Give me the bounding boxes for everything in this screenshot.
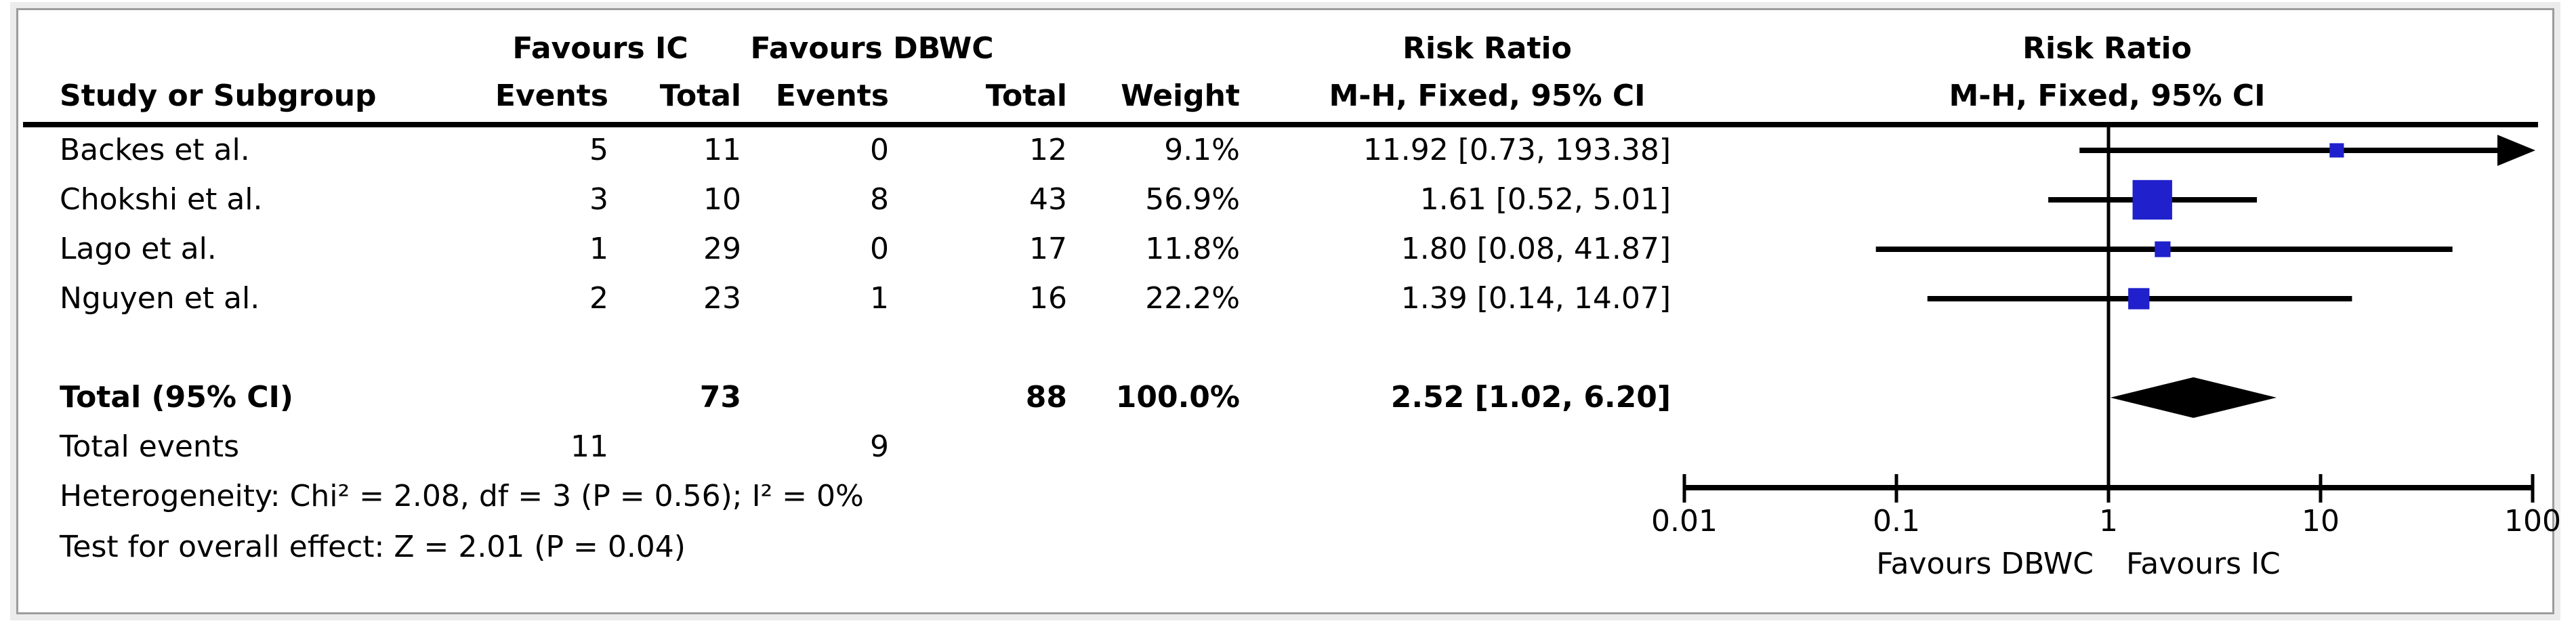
rr-ci-cell: 11.92 [0.73, 193.38]	[1363, 133, 1671, 167]
total-diamond	[2110, 377, 2277, 418]
ic-total-cell: 10	[703, 182, 741, 217]
total-weight-cell: 100.0%	[1115, 380, 1240, 415]
figure-border	[16, 8, 2554, 614]
weight-cell: 9.1%	[1164, 133, 1240, 167]
weight-cell: 56.9%	[1145, 182, 1240, 217]
axis-tick-label: 0.1	[1873, 504, 1920, 538]
method-plot-header: M-H, Fixed, 95% CI	[1949, 79, 2266, 113]
axis-tick-label: 1	[2099, 504, 2118, 538]
dbwc-total-cell: 12	[1029, 133, 1067, 167]
weight-column-header: Weight	[1121, 79, 1240, 113]
study-name: Lago et al.	[60, 232, 217, 266]
study-name: Backes et al.	[60, 133, 250, 167]
axis-tick-label: 10	[2302, 504, 2340, 538]
dbwc-total-cell: 16	[1029, 281, 1067, 316]
effect-square	[2155, 241, 2171, 257]
ic-events-column-header: Events	[495, 79, 608, 113]
rr-ci-cell: 1.61 [0.52, 5.01]	[1419, 182, 1671, 217]
total-ic-total-cell: 73	[699, 380, 741, 415]
favours-left-label: Favours DBWC	[1876, 547, 2094, 581]
group-header-favours-ic: Favours IC	[512, 31, 688, 66]
total-rr-ci-cell: 2.52 [1.02, 6.20]	[1390, 380, 1671, 415]
ic-total-cell: 29	[703, 232, 741, 266]
axis-tick-label: 0.01	[1651, 504, 1718, 538]
dbwc-events-cell: 8	[870, 182, 889, 217]
total-events-ic-cell: 11	[570, 429, 608, 464]
ic-events-cell: 5	[589, 133, 608, 167]
overall-effect-line: Test for overall effect: Z = 2.01 (P = 0…	[60, 530, 686, 564]
weight-cell: 22.2%	[1145, 281, 1240, 316]
dbwc-total-cell: 17	[1029, 232, 1067, 266]
arrow-right-icon	[2497, 135, 2535, 166]
effect-square	[2132, 179, 2172, 220]
study-column-header: Study or Subgroup	[60, 79, 377, 113]
total-label: Total (95% CI)	[60, 380, 294, 415]
total-dbwc-total-cell: 88	[1025, 380, 1067, 415]
group-header-favours-dbwc: Favours DBWC	[750, 31, 994, 66]
favours-right-label: Favours IC	[2126, 547, 2281, 581]
total-events-dbwc-cell: 9	[870, 429, 889, 464]
dbwc-events-cell: 1	[870, 281, 889, 316]
dbwc-events-cell: 0	[870, 232, 889, 266]
ic-total-column-header: Total	[659, 79, 741, 113]
rr-ci-cell: 1.80 [0.08, 41.87]	[1400, 232, 1671, 266]
study-name: Nguyen et al.	[60, 281, 260, 316]
method-column-header: M-H, Fixed, 95% CI	[1329, 79, 1646, 113]
dbwc-events-column-header: Events	[775, 79, 889, 113]
dbwc-total-column-header: Total	[985, 79, 1067, 113]
rr-ci-cell: 1.39 [0.14, 14.07]	[1400, 281, 1671, 316]
ic-total-cell: 23	[703, 281, 741, 316]
ic-events-cell: 1	[589, 232, 608, 266]
study-name: Chokshi et al.	[60, 182, 263, 217]
dbwc-total-cell: 43	[1029, 182, 1067, 217]
dbwc-events-cell: 0	[870, 133, 889, 167]
total-events-label: Total events	[60, 429, 239, 464]
heterogeneity-line: Heterogeneity: Chi² = 2.08, df = 3 (P = …	[60, 479, 864, 513]
weight-cell: 11.8%	[1145, 232, 1240, 266]
risk-ratio-column-title: Risk Ratio	[1403, 31, 1572, 66]
ic-events-cell: 2	[589, 281, 608, 316]
ic-events-cell: 3	[589, 182, 608, 217]
effect-square	[2329, 143, 2344, 158]
axis-tick-label: 100	[2504, 504, 2561, 538]
effect-square	[2128, 288, 2150, 310]
ic-total-cell: 11	[703, 133, 741, 167]
header-underline	[23, 122, 2538, 127]
risk-ratio-plot-title: Risk Ratio	[2022, 31, 2192, 66]
